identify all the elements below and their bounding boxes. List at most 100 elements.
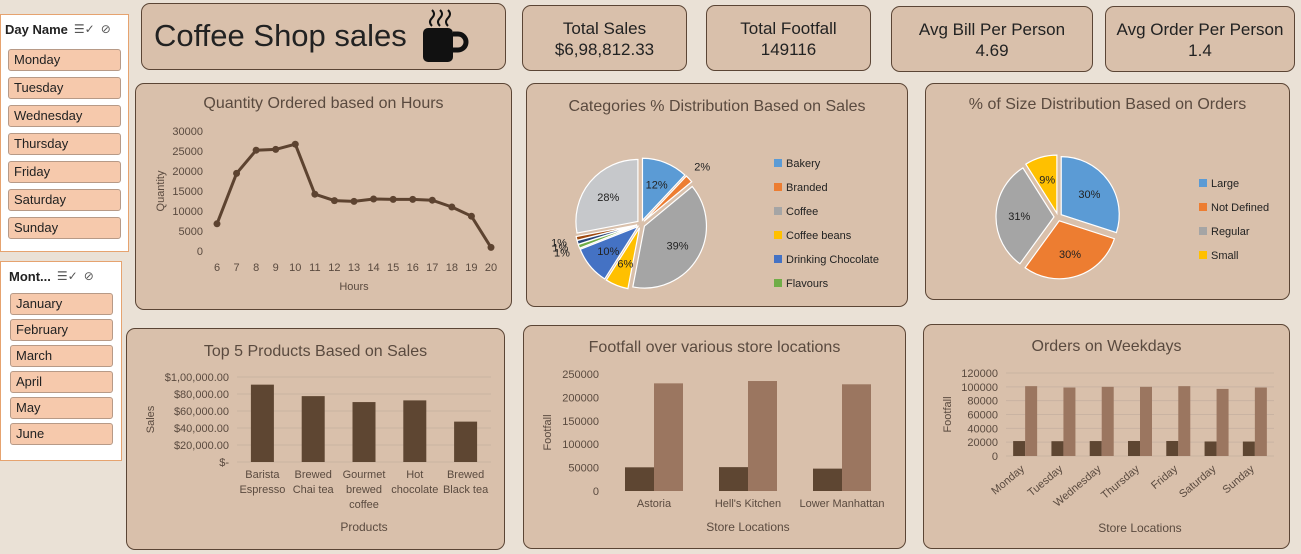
- size-distribution-chart: % of Size Distribution Based on Orders 3…: [925, 83, 1290, 300]
- bar: [1216, 388, 1229, 456]
- x-tick-label: 7: [234, 262, 240, 274]
- kpi-avg-order: Avg Order Per Person 1.4: [1105, 6, 1295, 72]
- page-title: Coffee Shop sales: [154, 18, 407, 53]
- legend-swatch: [774, 207, 782, 215]
- x-tick-label: chocolate: [391, 484, 438, 496]
- x-tick-label: 12: [328, 262, 340, 274]
- kpi-total-sales: Total Sales $6,98,812.33: [522, 5, 687, 71]
- multi-select-icon[interactable]: ☰✓: [56, 269, 78, 283]
- data-point: [311, 190, 319, 198]
- x-tick-label: Sunday: [1220, 463, 1257, 496]
- data-point: [428, 196, 436, 204]
- y-tick-label: $-: [219, 457, 229, 469]
- pie-slice: [1024, 154, 1058, 216]
- y-tick-label: 250000: [562, 369, 599, 381]
- weekday-orders-chart: Orders on Weekdays 0 20000 40000 60000 80000…: [923, 324, 1290, 549]
- y-tick-label: 60000: [967, 410, 998, 422]
- x-tick-label: 11: [309, 262, 320, 274]
- slicer-item-february[interactable]: February: [10, 319, 113, 341]
- x-tick-label: coffee: [349, 499, 379, 511]
- y-tick-label: 15000: [172, 186, 203, 198]
- pie-slice-label: 30%: [1059, 249, 1081, 261]
- legend-label: Drinking Chocolate: [786, 254, 879, 266]
- bar: [1089, 441, 1102, 456]
- y-tick-label: 120000: [961, 368, 998, 380]
- pie-slice-label: 39%: [667, 241, 689, 253]
- slicer-item-monday[interactable]: Monday: [8, 49, 121, 71]
- kpi-label: Avg Order Per Person: [1116, 20, 1284, 39]
- pie-slice-label: 2%: [694, 161, 710, 173]
- pie-slice: [579, 225, 640, 280]
- data-point: [370, 195, 378, 203]
- x-tick-label: 14: [367, 262, 379, 274]
- y-tick-label: 100000: [562, 439, 599, 451]
- data-point: [409, 195, 417, 203]
- y-tick-label: 30000: [172, 126, 203, 138]
- month-slicer-title: Mont...: [9, 268, 51, 284]
- y-axis-label: Footfall: [942, 396, 954, 432]
- kpi-label: Avg Bill Per Person: [918, 20, 1066, 39]
- bar: [813, 468, 842, 491]
- y-tick-label: 50000: [568, 463, 599, 475]
- data-point: [233, 169, 241, 177]
- legend-swatch: [1199, 179, 1207, 187]
- pie-slice-label: 10%: [597, 246, 619, 258]
- data-point: [330, 197, 338, 205]
- slicer-item-may[interactable]: May: [10, 397, 113, 419]
- slicer-item-tuesday[interactable]: Tuesday: [8, 77, 121, 99]
- x-tick-label: Thursday: [1099, 463, 1142, 502]
- y-tick-label: 0: [992, 451, 998, 463]
- bar: [352, 402, 376, 462]
- slicer-item-sunday[interactable]: Sunday: [8, 217, 121, 239]
- bar: [1242, 441, 1255, 456]
- legend-label: Flavours: [786, 278, 829, 290]
- clear-filter-icon[interactable]: ⊘: [83, 269, 94, 283]
- clear-filter-icon[interactable]: ⊘: [100, 22, 111, 36]
- top-products-chart: Top 5 Products Based on Sales $- $20,000.…: [126, 328, 505, 550]
- legend-swatch: [774, 231, 782, 239]
- footfall-store-chart: Footfall over various store locations 0 5…: [523, 325, 906, 549]
- slicer-item-thursday[interactable]: Thursday: [8, 133, 121, 155]
- x-tick-label: Gourmet: [343, 469, 386, 481]
- data-point: [467, 212, 475, 220]
- x-tick-label: brewed: [346, 484, 382, 496]
- category-pie-plot: 12% 2% 39% 6%10% 1%1%1% 28% Bakery Branded Coffe…: [551, 157, 879, 290]
- bar: [1166, 440, 1179, 456]
- legend-label: Not Defined: [1211, 202, 1269, 214]
- y-tick-label: $40,000.00: [174, 423, 229, 435]
- y-axis-label: Footfall: [542, 414, 554, 450]
- legend-swatch: [1199, 251, 1207, 259]
- slicer-item-june[interactable]: June: [10, 423, 113, 445]
- slicer-item-april[interactable]: April: [10, 371, 113, 393]
- slicer-item-march[interactable]: March: [10, 345, 113, 367]
- pie-slice-label: 28%: [597, 192, 619, 204]
- legend-label: Bakery: [786, 158, 821, 170]
- slicer-item-january[interactable]: January: [10, 293, 113, 315]
- x-tick-label: Saturday: [1177, 463, 1219, 501]
- bar: [1101, 386, 1114, 456]
- category-distribution-chart: Categories % Distribution Based on Sales…: [526, 83, 908, 307]
- pie-slice-label: 1%: [554, 247, 570, 259]
- slicer-item-wednesday[interactable]: Wednesday: [8, 105, 121, 127]
- x-tick-label: 16: [407, 262, 419, 274]
- slicer-item-saturday[interactable]: Saturday: [8, 189, 121, 211]
- legend-swatch: [1199, 203, 1207, 211]
- bar: [1254, 387, 1267, 456]
- coffee-cup-icon: [423, 9, 469, 62]
- x-tick-label: 17: [426, 262, 438, 274]
- x-tick-label: 10: [289, 262, 301, 274]
- bar: [1140, 386, 1152, 456]
- bar: [1051, 441, 1064, 456]
- bar: [719, 467, 748, 491]
- chart-title: % of Size Distribution Based on Orders: [968, 96, 1247, 113]
- data-point: [213, 220, 221, 228]
- chart-title: Categories % Distribution Based on Sales: [568, 98, 866, 115]
- pie-slice: [1060, 156, 1120, 234]
- multi-select-icon[interactable]: ☰✓: [73, 22, 95, 36]
- legend-label: Large: [1211, 178, 1239, 190]
- slicer-item-friday[interactable]: Friday: [8, 161, 121, 183]
- legend-swatch: [774, 159, 782, 167]
- y-tick-label: 200000: [562, 392, 599, 404]
- pie-slice-label: 31%: [1008, 211, 1030, 223]
